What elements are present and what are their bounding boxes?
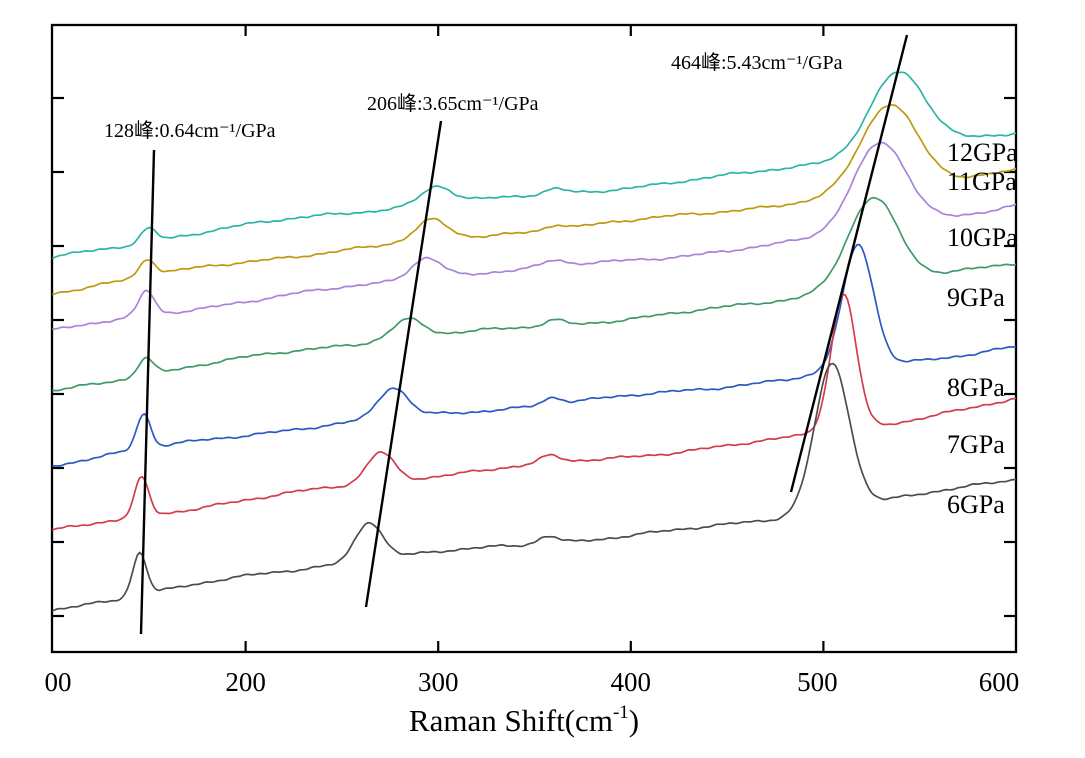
pressure-label-8gpa: 8GPa — [947, 373, 1005, 402]
x-tick-label: 300 — [418, 667, 459, 697]
x-axis-title-main: Raman Shift(cm — [409, 703, 613, 738]
peak-shift-line-206 — [364, 120, 443, 608]
peak-shift-line-128 — [139, 149, 156, 635]
x-tick-label: 600 — [979, 667, 1020, 697]
spectrum-curve-8gpa — [52, 243, 1016, 467]
pressure-label-6gpa: 6GPa — [947, 490, 1005, 519]
x-axis-title: Raman Shift(cm-1) — [409, 702, 639, 738]
x-tick-label: 200 — [225, 667, 266, 697]
peak-annotations: 128峰:0.64cm⁻¹/GPa 206峰:3.65cm⁻¹/GPa 464峰:5… — [104, 51, 843, 142]
x-tick-labels: 00 200 300 400 500 600 — [45, 667, 1020, 697]
spectrum-curve-7gpa — [52, 293, 1016, 531]
pressure-label-10gpa: 10GPa — [947, 223, 1018, 252]
spectrum-curve-10gpa — [52, 141, 1016, 330]
plot-border — [50, 23, 1018, 654]
peak-annotation-text-128: 128峰:0.64cm⁻¹/GPa — [104, 119, 276, 142]
spectra-curves — [52, 71, 1016, 612]
x-axis-title-superscript: -1 — [613, 702, 629, 723]
pressure-label-11gpa: 11GPa — [947, 167, 1017, 196]
peak-shift-line-464 — [789, 34, 909, 493]
peak-annotation-text-464: 464峰:5.43cm⁻¹/GPa — [671, 51, 843, 74]
trend-lines — [139, 34, 909, 635]
x-tick-label: 400 — [611, 667, 652, 697]
peak-annotation-text-206: 206峰:3.65cm⁻¹/GPa — [367, 92, 539, 115]
x-tick-label: 500 — [797, 667, 838, 697]
pressure-label-12gpa: 12GPa — [947, 138, 1018, 167]
spectrum-curve-11gpa — [52, 104, 1016, 296]
x-tick-label: 00 — [45, 667, 72, 697]
plot-frame — [50, 23, 1018, 654]
pressure-label-9gpa: 9GPa — [947, 283, 1005, 312]
spectrum-curve-6gpa — [52, 362, 1016, 612]
x-axis-title-close: ) — [629, 703, 639, 738]
pressure-label-7gpa: 7GPa — [947, 430, 1005, 459]
spectrum-curve-9gpa — [52, 196, 1016, 392]
spectrum-curve-12gpa — [52, 71, 1016, 259]
